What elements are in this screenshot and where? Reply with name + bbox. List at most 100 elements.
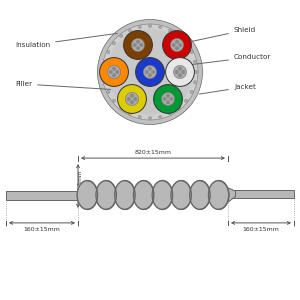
- Circle shape: [179, 74, 181, 76]
- Circle shape: [182, 71, 184, 73]
- Circle shape: [138, 116, 141, 119]
- Ellipse shape: [115, 181, 135, 209]
- Circle shape: [131, 101, 133, 104]
- Circle shape: [131, 94, 133, 97]
- Circle shape: [179, 68, 181, 70]
- Circle shape: [128, 112, 132, 115]
- Circle shape: [154, 85, 182, 113]
- Circle shape: [194, 81, 197, 84]
- Circle shape: [194, 60, 197, 63]
- Circle shape: [113, 68, 115, 70]
- Circle shape: [149, 68, 151, 70]
- Circle shape: [176, 71, 178, 73]
- Circle shape: [148, 24, 152, 27]
- Circle shape: [163, 31, 191, 59]
- Circle shape: [119, 34, 123, 38]
- Circle shape: [138, 25, 141, 28]
- Circle shape: [134, 98, 136, 100]
- Circle shape: [179, 44, 182, 46]
- Circle shape: [177, 34, 181, 38]
- Circle shape: [136, 58, 164, 86]
- Circle shape: [110, 71, 112, 73]
- Circle shape: [107, 65, 121, 79]
- Circle shape: [134, 44, 136, 46]
- Circle shape: [170, 98, 172, 100]
- Circle shape: [161, 92, 175, 106]
- Circle shape: [107, 90, 110, 94]
- Polygon shape: [228, 188, 236, 202]
- Circle shape: [190, 50, 193, 54]
- Text: Jacket: Jacket: [199, 84, 256, 94]
- Ellipse shape: [171, 181, 191, 209]
- Polygon shape: [190, 181, 200, 209]
- Circle shape: [146, 71, 148, 73]
- Circle shape: [177, 106, 181, 110]
- Circle shape: [128, 98, 130, 100]
- Polygon shape: [171, 181, 181, 209]
- Polygon shape: [134, 181, 144, 209]
- Circle shape: [170, 38, 184, 52]
- Circle shape: [102, 24, 198, 120]
- Circle shape: [176, 40, 178, 43]
- Circle shape: [166, 58, 194, 86]
- Text: Insulation: Insulation: [15, 33, 117, 48]
- Circle shape: [116, 71, 119, 73]
- Circle shape: [176, 47, 178, 50]
- Circle shape: [118, 85, 146, 113]
- Ellipse shape: [96, 181, 116, 209]
- Circle shape: [195, 70, 198, 74]
- Polygon shape: [152, 181, 162, 209]
- Circle shape: [184, 99, 188, 103]
- Circle shape: [168, 29, 172, 32]
- Circle shape: [184, 41, 188, 45]
- Circle shape: [98, 20, 202, 124]
- Bar: [6, 190, 78, 200]
- Circle shape: [112, 41, 116, 45]
- Circle shape: [102, 70, 106, 74]
- Text: 820±15mm: 820±15mm: [134, 149, 172, 154]
- Circle shape: [137, 47, 139, 50]
- Circle shape: [113, 74, 115, 76]
- Circle shape: [167, 101, 169, 104]
- Text: Filler: Filler: [15, 81, 117, 90]
- Ellipse shape: [152, 181, 172, 209]
- Ellipse shape: [190, 181, 210, 209]
- Circle shape: [152, 71, 154, 73]
- Circle shape: [159, 116, 162, 119]
- Circle shape: [107, 50, 110, 54]
- Circle shape: [103, 81, 106, 84]
- Circle shape: [143, 65, 157, 79]
- Circle shape: [190, 90, 193, 94]
- Polygon shape: [96, 181, 106, 209]
- Ellipse shape: [134, 181, 154, 209]
- Bar: [228, 190, 294, 198]
- Text: 18±3mm: 18±3mm: [78, 169, 83, 197]
- Text: Shield: Shield: [192, 27, 256, 41]
- Circle shape: [119, 106, 123, 110]
- Circle shape: [131, 38, 145, 52]
- Text: 160±15mm: 160±15mm: [243, 227, 279, 232]
- Polygon shape: [208, 181, 219, 209]
- Polygon shape: [115, 181, 125, 209]
- Circle shape: [125, 92, 139, 106]
- Circle shape: [112, 99, 116, 103]
- Circle shape: [124, 31, 152, 59]
- Ellipse shape: [77, 181, 98, 209]
- Text: 160±15mm: 160±15mm: [24, 227, 60, 232]
- Polygon shape: [77, 181, 87, 209]
- Circle shape: [173, 65, 187, 79]
- Circle shape: [148, 116, 152, 120]
- Circle shape: [103, 60, 106, 63]
- Circle shape: [100, 58, 128, 86]
- Ellipse shape: [208, 181, 229, 209]
- Circle shape: [140, 44, 142, 46]
- Circle shape: [172, 44, 175, 46]
- Circle shape: [149, 74, 151, 76]
- Circle shape: [159, 25, 162, 28]
- Circle shape: [137, 40, 139, 43]
- Text: Conductor: Conductor: [183, 54, 272, 66]
- Circle shape: [167, 94, 169, 97]
- Circle shape: [128, 29, 132, 32]
- Circle shape: [108, 30, 192, 114]
- Circle shape: [168, 112, 172, 115]
